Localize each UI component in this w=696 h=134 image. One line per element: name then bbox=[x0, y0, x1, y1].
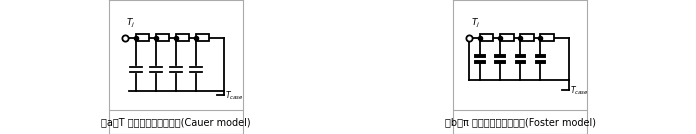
Bar bbox=[196, 34, 209, 41]
Bar bbox=[520, 34, 534, 41]
Bar bbox=[500, 34, 514, 41]
Bar bbox=[136, 34, 149, 41]
Bar bbox=[480, 34, 493, 41]
Bar bbox=[175, 34, 189, 41]
Text: （b）π 型局部网络模型回路(Foster model): （b）π 型局部网络模型回路(Foster model) bbox=[445, 117, 596, 127]
Bar bbox=[540, 34, 554, 41]
Text: $T_{case}$: $T_{case}$ bbox=[226, 90, 244, 102]
Text: $T_j$: $T_j$ bbox=[126, 17, 136, 30]
Text: $T_j$: $T_j$ bbox=[470, 17, 480, 30]
Bar bbox=[156, 34, 169, 41]
Text: （a）T 型连续网络模型回路(Cauer model): （a）T 型连续网络模型回路(Cauer model) bbox=[101, 117, 251, 127]
Text: $T_{case}$: $T_{case}$ bbox=[570, 84, 589, 97]
